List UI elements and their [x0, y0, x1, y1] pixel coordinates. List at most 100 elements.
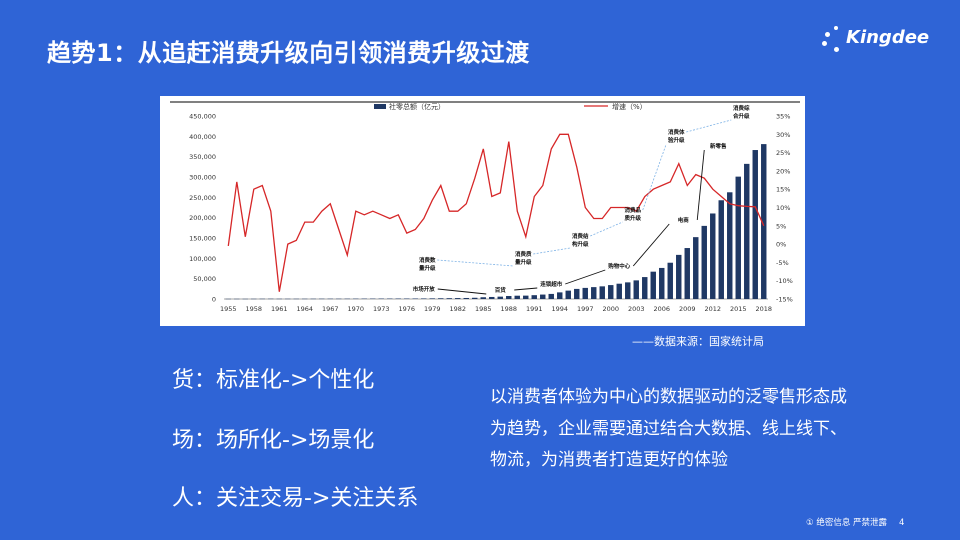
legend-bar-swatch	[374, 104, 386, 109]
chart-bar	[523, 295, 529, 299]
y-left-tick-label: 200,000	[189, 214, 216, 222]
annotation-arrow	[514, 287, 538, 291]
annotation-label: 新零售	[710, 142, 727, 150]
annotation-label: 购物中心	[608, 262, 631, 270]
chart-bar	[429, 298, 435, 299]
chart-bar	[497, 296, 503, 299]
annotation-label: 消费综	[733, 104, 750, 112]
slide-title: 趋势1：从追赶消费升级向引领消费升级过渡	[47, 39, 530, 67]
y-right-tick-label: 10%	[776, 204, 790, 212]
y-left-tick-label: 300,000	[189, 174, 216, 182]
chart-bar	[480, 297, 486, 299]
chart-bar	[608, 285, 614, 299]
trend-paragraph: 以消费者体验为中心的数据驱动的泛零售形态成为趋势，企业需要通过结合大数据、线上线…	[490, 387, 847, 470]
chart-svg: 社零总额（亿元） 增速（%） 450,000 400,000 350,000 300,00…	[170, 101, 800, 313]
annotation-label: 消费体	[668, 128, 685, 136]
annotation-label: 质升级	[624, 214, 641, 222]
y-left-tick-label: 50,000	[193, 275, 216, 283]
chart-bar	[472, 297, 478, 299]
y-right-tick-label: 30%	[776, 131, 790, 139]
chart-bar	[582, 287, 588, 299]
y-right-tick-label: 5%	[776, 222, 786, 230]
chart-bar	[727, 192, 733, 299]
x-tick-label: 2018	[755, 305, 772, 313]
chart-bar	[548, 293, 554, 299]
chart-bar	[642, 277, 648, 299]
confidential-notice: ① 绝密信息 严禁泄露	[806, 518, 888, 528]
point-goods: 货：标准化->个性化	[172, 368, 375, 393]
y-right-tick-label: 25%	[776, 149, 790, 157]
annotation-label: 消费结	[572, 232, 589, 240]
upgrade-arrow	[437, 259, 514, 267]
chart-bar	[455, 298, 461, 299]
x-tick-label: 2003	[628, 305, 645, 313]
x-tick-label: 1955	[220, 305, 237, 313]
annotation-label: 电商	[678, 216, 690, 224]
x-tick-label: 1988	[500, 305, 517, 313]
annotation-label: 验升级	[668, 136, 685, 144]
data-source: ——数据来源：国家统计局	[632, 335, 764, 348]
chart-bar	[684, 248, 690, 299]
chart-bar	[701, 225, 707, 299]
chart-bar	[667, 262, 673, 299]
x-tick-label: 1967	[322, 305, 339, 313]
x-tick-label: 1958	[245, 305, 262, 313]
chart-bar	[438, 298, 444, 299]
retail-sales-chart: 社零总额（亿元） 增速（%） 450,000 400,000 350,000 300,00…	[160, 96, 805, 326]
logo-dots-icon	[822, 22, 848, 56]
upgrade-arrow	[686, 119, 732, 133]
chart-bar	[412, 298, 418, 299]
annotation-label: 构升级	[572, 240, 589, 248]
x-tick-label: 1973	[373, 305, 390, 313]
annotation-label: 消费质	[515, 250, 532, 258]
chart-bar	[557, 292, 563, 299]
y-left-tick-label: 150,000	[189, 235, 216, 243]
chart-bar	[446, 298, 452, 299]
chart-bar	[463, 297, 469, 299]
y-left-tick-label: 250,000	[189, 194, 216, 202]
x-tick-label: 1982	[449, 305, 466, 313]
chart-bar	[659, 267, 665, 299]
chart-bar	[718, 200, 724, 299]
y-left-tick-label: 400,000	[189, 133, 216, 141]
chart-bar	[710, 213, 716, 299]
chart-bar	[693, 237, 699, 299]
legend-bar-label: 社零总额（亿元）	[389, 102, 445, 111]
annotation-label: 量升级	[419, 264, 436, 272]
x-tick-label: 1997	[577, 305, 594, 313]
chart-bar	[761, 144, 767, 299]
chart-bar	[574, 288, 580, 299]
annotation-arrow	[632, 223, 670, 267]
y-right-tick-label: -5%	[776, 259, 789, 267]
annotation-label: 消费品	[624, 206, 641, 214]
upgrade-arrow	[642, 143, 667, 211]
y-right-tick-label: 35%	[776, 113, 790, 121]
y-left-tick-label: 450,000	[189, 113, 216, 121]
x-tick-label: 1964	[296, 305, 313, 313]
point-place: 场：场所化->场景化	[172, 428, 375, 453]
chart-bar	[531, 295, 537, 299]
annotation-label: 连锁超市	[540, 280, 563, 288]
upgrade-arrow	[590, 221, 623, 237]
point-people: 人：关注交易->关注关系	[172, 486, 419, 511]
chart-bar	[599, 286, 605, 299]
x-tick-label: 1991	[526, 305, 543, 313]
chart-bar	[735, 176, 741, 299]
growth-rate-line	[227, 133, 765, 292]
annotation-arrow	[437, 288, 487, 295]
legend-line-label: 增速（%）	[612, 102, 647, 111]
chart-bar	[506, 295, 512, 299]
y-right-tick-label: -10%	[776, 277, 793, 285]
kingdee-logo: Kingdee	[822, 22, 932, 56]
annotation-arrow	[565, 269, 606, 285]
chart-bar	[514, 295, 520, 299]
y-left-tick-label: 0	[212, 296, 216, 304]
annotation-arrow	[696, 149, 705, 221]
y-right-tick-label: 0%	[776, 241, 786, 249]
chart-bar	[565, 290, 571, 299]
chart-bar	[744, 163, 750, 299]
x-tick-label: 2006	[653, 305, 670, 313]
x-tick-label: 2015	[730, 305, 747, 313]
y-left-tick-label: 350,000	[189, 153, 216, 161]
y-left-tick-label: 100,000	[189, 255, 216, 263]
